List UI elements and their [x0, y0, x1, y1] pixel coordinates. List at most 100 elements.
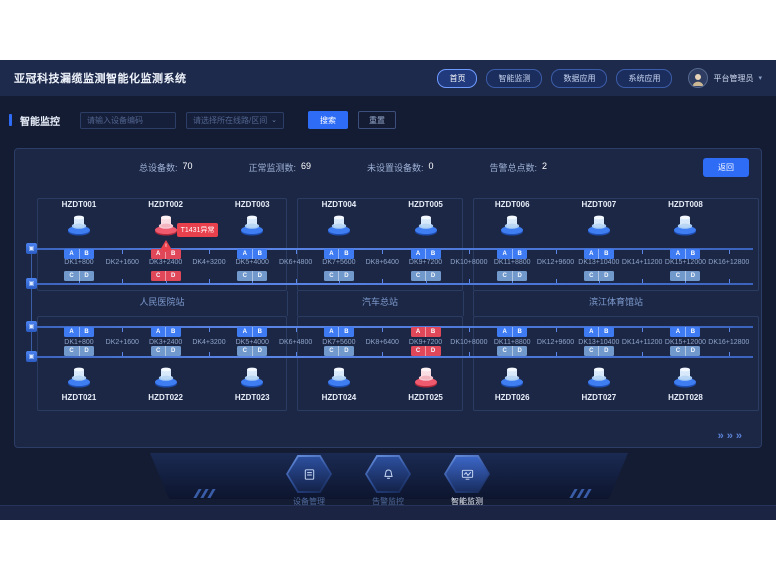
device-node[interactable]: HZDT003 — [224, 200, 280, 241]
bottom-nav-item[interactable]: 设备管理 — [282, 455, 336, 507]
nav-tab[interactable]: 数据应用 — [551, 68, 608, 88]
section-label: 智能监控 — [20, 116, 60, 128]
device-icon — [51, 361, 107, 393]
device-node[interactable]: HZDT004 — [311, 200, 367, 241]
bottom-nav: 设备管理 告警监控 智能监测 — [0, 453, 776, 507]
device-node[interactable]: HZDT008 — [657, 200, 713, 241]
dk-label: DK11+8800 — [493, 259, 531, 266]
back-button[interactable]: 返回 — [703, 158, 749, 177]
device-alert-icon — [398, 361, 454, 393]
device-node[interactable]: HZDT007 — [571, 200, 627, 241]
nav-tab[interactable]: 系统应用 — [616, 68, 673, 88]
dk-tick — [295, 250, 297, 254]
dk-tick — [642, 279, 644, 283]
dk-label: DK4+3200 — [192, 259, 226, 266]
dk-label: DK14+11200 — [621, 259, 663, 266]
device-node[interactable]: HZDT005 — [398, 200, 454, 241]
dk-label: DK1+800 — [64, 259, 94, 266]
device-node[interactable]: HZDT023 — [224, 361, 280, 402]
device-node[interactable]: HZDT006 — [484, 200, 540, 241]
device-icon — [571, 361, 627, 393]
device-group-box — [37, 198, 287, 291]
device-node[interactable]: HZDT024 — [311, 361, 367, 402]
dk-tick — [425, 279, 427, 283]
nav-tab[interactable]: 智能监测 — [486, 68, 543, 88]
dk-label: DK15+12000 — [664, 339, 707, 346]
alert-dot — [163, 246, 169, 252]
alert-badge[interactable]: T1431异常 — [176, 223, 219, 237]
dk-tick — [728, 352, 730, 356]
device-name: HZDT024 — [321, 393, 357, 402]
hexagon-button[interactable] — [365, 455, 411, 493]
dk-tick — [512, 279, 514, 283]
alarm-monitor-icon — [367, 457, 409, 491]
footer-strip — [0, 505, 776, 520]
device-alert-icon — [138, 209, 194, 241]
device-code-input[interactable] — [80, 111, 176, 129]
dk-label: DK5+4000 — [235, 339, 269, 346]
device-node[interactable]: HZDT028 — [657, 361, 713, 402]
search-button[interactable]: 搜索 — [308, 111, 348, 129]
device-name: HZDT007 — [581, 200, 617, 209]
dk-tick — [598, 279, 600, 283]
smart-monitor-icon — [446, 457, 488, 491]
dk-tick — [642, 250, 644, 254]
bottom-nav-item[interactable]: 告警监控 — [361, 455, 415, 507]
bottom-nav-item[interactable]: 智能监测 — [440, 455, 494, 507]
dk-label: DK6+4800 — [278, 339, 313, 346]
device-node[interactable]: HZDT021 — [51, 361, 107, 402]
stat-label: 未设置设备数: — [367, 163, 424, 173]
dk-tick — [555, 250, 557, 254]
cable-legend-icon: ▣ — [26, 321, 37, 332]
line-select[interactable]: 请选择所在线路/区间 ⌄ — [186, 111, 284, 129]
device-node[interactable]: HZDT022 — [138, 361, 194, 402]
device-node[interactable]: HZDT001 — [51, 200, 107, 241]
reset-button[interactable]: 重置 — [358, 111, 396, 129]
nav-tab[interactable]: 首页 — [437, 68, 478, 88]
more-pagination[interactable]: »»» — [717, 430, 745, 442]
dk-tick — [728, 250, 730, 254]
hexagon-button[interactable] — [286, 455, 332, 493]
dk-tick — [165, 279, 167, 283]
user-menu[interactable]: 平台管理员 ▾ — [688, 68, 762, 88]
bottom-nav-label: 告警监控 — [372, 497, 404, 506]
dk-tick — [382, 328, 384, 332]
hexagon-button[interactable] — [444, 455, 490, 493]
device-node[interactable]: HZDT027 — [571, 361, 627, 402]
device-node[interactable]: HZDT025 — [398, 361, 454, 402]
device-node[interactable]: HZDT026 — [484, 361, 540, 402]
device-node[interactable]: HZDT002 — [138, 200, 194, 241]
